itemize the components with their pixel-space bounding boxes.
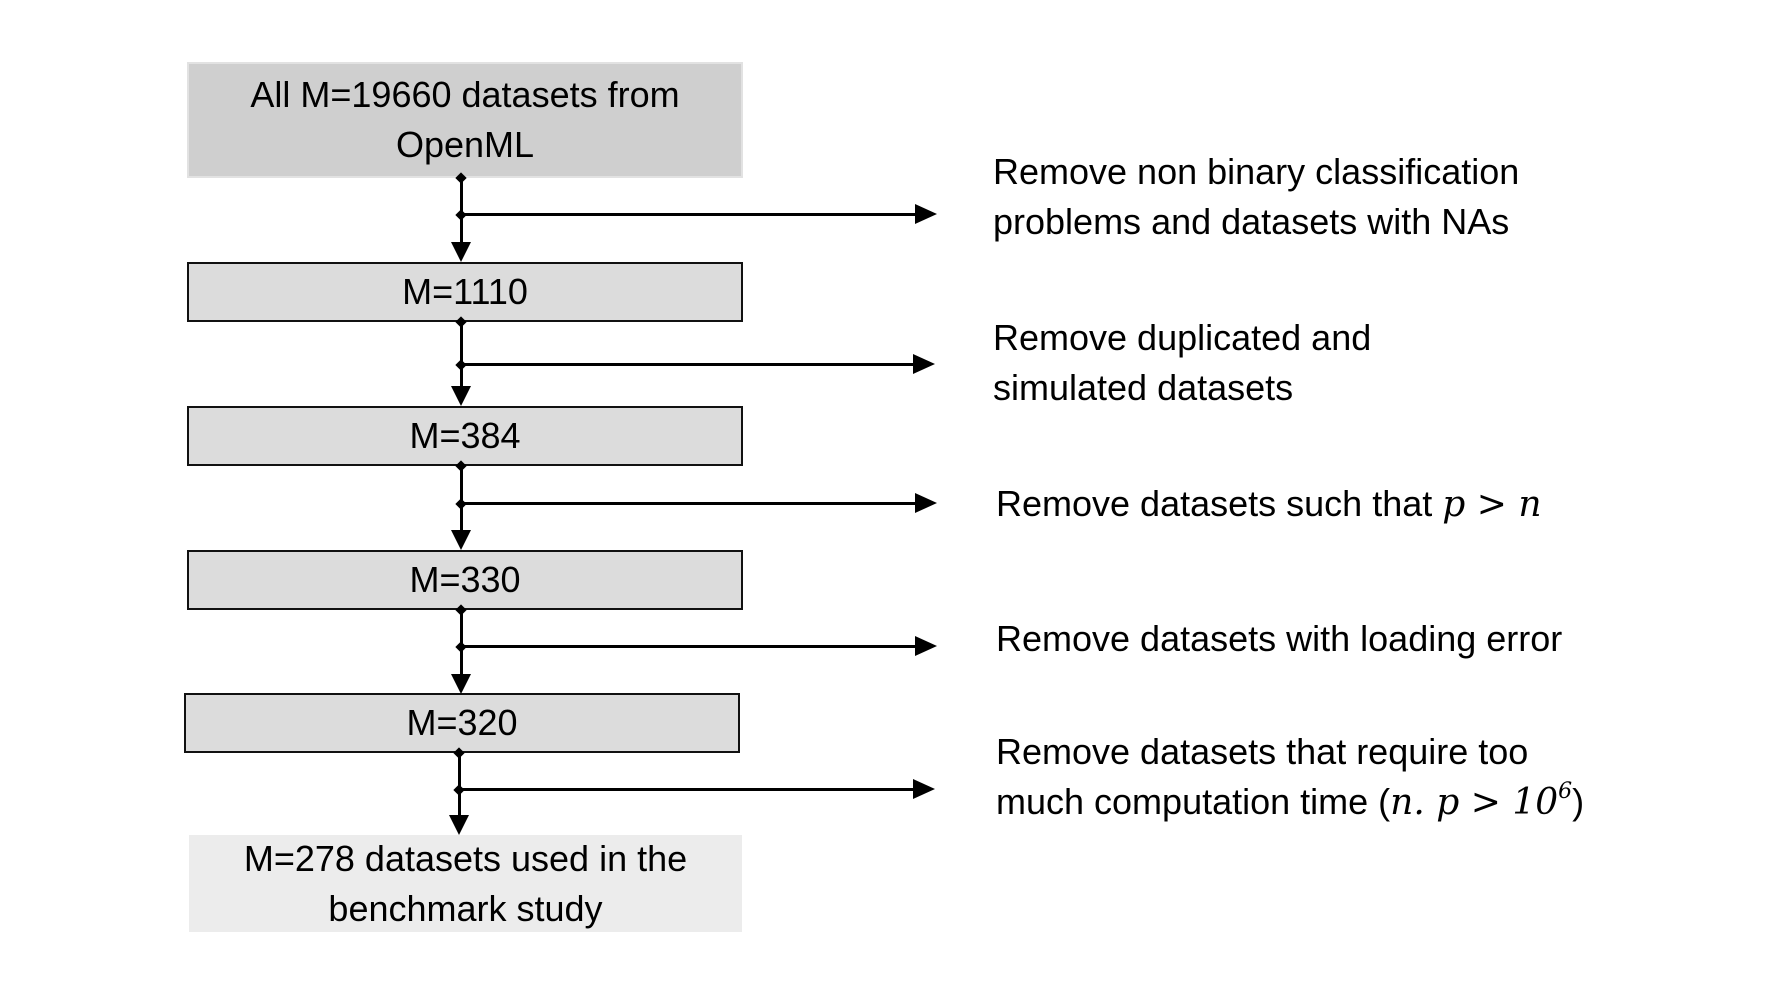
step-note-4-text: Remove datasets with loading error (996, 618, 1563, 659)
branch-line-5 (459, 788, 915, 791)
step-note-5-text: much computation time ( (996, 781, 1391, 822)
branch-line-2 (461, 363, 915, 366)
step-note-5-math: n. p > 10 (1390, 782, 1559, 823)
box-final-datasets-line1: M=278 datasets used in the (243, 837, 688, 879)
step-note-2-line1: Remove duplicated and (993, 317, 1372, 358)
step-note-3-math: p > n (1442, 484, 1542, 525)
step-note-1-line2: problems and datasets with NAs (993, 201, 1510, 242)
box-final-datasets-line2: benchmark study (328, 887, 603, 929)
step-note-5-close: ) (1572, 781, 1585, 822)
step-note-2-line2: simulated datasets (993, 367, 1294, 408)
arrow-down-4 (451, 674, 471, 694)
step-note-5-line1: Remove datasets that require too (996, 731, 1529, 772)
step-note-1: Remove non binary classification problem… (993, 147, 1519, 247)
step-note-5-line2: much computation time (n. p > 106) (996, 777, 1584, 828)
box-m330: M=330 (187, 550, 743, 610)
branch-line-3 (461, 502, 917, 505)
box-m330-label: M=330 (409, 559, 521, 600)
box-all-datasets-text: All M=19660 datasets from OpenML (250, 70, 679, 170)
box-m384-label: M=384 (409, 415, 521, 456)
step-note-1-line1: Remove non binary classification (993, 151, 1520, 192)
arrow-down-5 (449, 815, 469, 835)
box-all-datasets: All M=19660 datasets from OpenML (187, 62, 743, 178)
step-note-5: Remove datasets that require too much co… (996, 727, 1584, 828)
connector-vertical-2 (460, 322, 463, 386)
step-note-4: Remove datasets with loading error (996, 614, 1562, 664)
branch-arrow-4 (915, 636, 937, 656)
branch-arrow-1 (915, 204, 937, 224)
branch-arrow-3 (915, 493, 937, 513)
box-m320: M=320 (184, 693, 740, 753)
connector-vertical-3 (460, 466, 463, 530)
arrow-down-1 (451, 242, 471, 262)
box-m384: M=384 (187, 406, 743, 466)
box-final-datasets-text: M=278 datasets used in the benchmark stu… (244, 834, 687, 934)
box-m1110: M=1110 (187, 262, 743, 322)
box-final-datasets: M=278 datasets used in the benchmark stu… (189, 835, 742, 932)
arrow-down-3 (451, 530, 471, 550)
box-all-datasets-line2: OpenML (395, 124, 535, 165)
step-note-5-exponent: 6 (1558, 779, 1573, 804)
branch-arrow-2 (913, 354, 935, 374)
connector-vertical-5 (458, 753, 461, 815)
arrow-down-2 (451, 386, 471, 406)
box-m320-label: M=320 (406, 702, 518, 743)
branch-arrow-5 (913, 779, 935, 799)
box-all-datasets-line1: All M=19660 datasets from (250, 74, 680, 115)
branch-line-1 (461, 213, 917, 216)
step-note-3: Remove datasets such that p > n (996, 479, 1542, 530)
branch-line-4 (461, 645, 917, 648)
box-m1110-label: M=1110 (402, 271, 528, 312)
step-note-2: Remove duplicated and simulated datasets (993, 313, 1371, 413)
step-note-3-text: Remove datasets such that (996, 483, 1443, 524)
